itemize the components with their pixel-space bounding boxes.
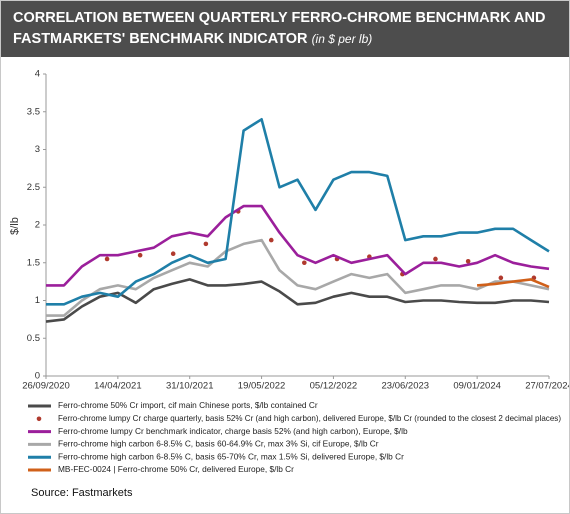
- y-tick-label: 3: [35, 144, 40, 155]
- x-tick-label: 14/04/2021: [94, 381, 142, 392]
- x-tick-label: 09/01/2024: [453, 381, 501, 392]
- y-axis-label: $/lb: [9, 217, 21, 235]
- y-tick-label: 3.5: [27, 106, 40, 117]
- marker: [137, 252, 143, 258]
- legend-label: Ferro-chrome lumpy Cr benchmark indicato…: [58, 426, 408, 436]
- y-tick-label: 0.5: [27, 333, 40, 344]
- marker: [433, 256, 438, 262]
- marker: [498, 275, 504, 281]
- series-line: [46, 118, 550, 306]
- series-line: [45, 278, 550, 323]
- legend-label: Ferro-chrome 50% Cr import, cif main Chi…: [58, 400, 318, 410]
- marker: [170, 251, 176, 256]
- marker: [203, 241, 209, 247]
- legend-swatch: [36, 416, 42, 422]
- marker: [268, 237, 274, 243]
- legend-label: Ferro-chrome lumpy Cr charge quarterly, …: [58, 413, 561, 423]
- x-tick-label: 05/12/2022: [310, 381, 358, 392]
- marker: [302, 260, 307, 266]
- source-note: Source: Fastmarkets: [31, 487, 133, 499]
- marker: [104, 256, 110, 262]
- y-tick-label: 2: [35, 220, 40, 231]
- marker: [465, 258, 471, 264]
- y-tick-label: 1: [35, 295, 40, 306]
- title-bar: CORRELATION BETWEEN QUARTERLY FERRO-CHRO…: [1, 1, 569, 57]
- y-tick-label: 0: [35, 371, 40, 382]
- x-tick-label: 26/09/2020: [22, 381, 70, 392]
- series-line: [46, 204, 550, 287]
- legend-label: Ferro-chrome high carbon 6-8.5% C, basis…: [58, 451, 404, 461]
- y-tick-label: 2.5: [27, 182, 40, 193]
- legend-label: Ferro-chrome high carbon 6-8.5% C, basis…: [58, 439, 379, 449]
- legend-label: MB-FEC-0024 | Ferro-chrome 50% Cr, deliv…: [58, 464, 294, 474]
- y-tick-label: 1.5: [27, 257, 40, 268]
- x-tick-label: 31/10/2021: [166, 381, 214, 392]
- x-tick-label: 19/05/2022: [238, 381, 286, 392]
- chart-title: CORRELATION BETWEEN QUARTERLY FERRO-CHRO…: [13, 10, 546, 47]
- series-line: [476, 278, 550, 289]
- x-tick-label: 27/07/2024: [525, 381, 569, 392]
- y-tick-label: 4: [35, 69, 40, 80]
- x-tick-label: 23/06/2023: [382, 381, 430, 392]
- chart-subtitle: (in $ per lb): [311, 32, 373, 46]
